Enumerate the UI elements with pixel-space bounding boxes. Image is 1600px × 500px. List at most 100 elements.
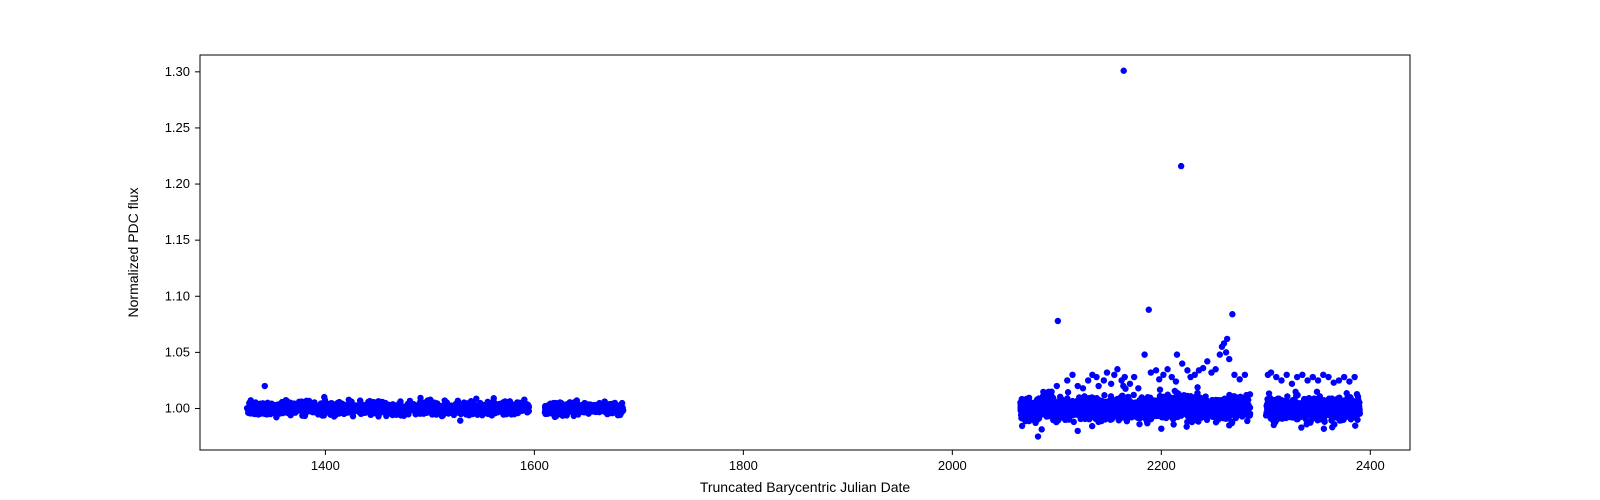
data-point [1098, 400, 1104, 406]
data-point [1048, 407, 1054, 413]
data-point [1100, 413, 1106, 419]
data-point [1055, 318, 1061, 324]
data-point [1038, 408, 1044, 414]
data-point [321, 404, 327, 410]
data-point [319, 412, 325, 418]
data-point [444, 402, 450, 408]
x-tick-label: 2000 [938, 458, 967, 473]
data-point [1212, 366, 1218, 372]
data-point [1136, 421, 1142, 427]
data-point [1120, 68, 1126, 74]
data-point [314, 408, 320, 414]
data-point [1334, 412, 1340, 418]
data-point [1036, 395, 1042, 401]
data-point [1184, 367, 1190, 373]
data-point [1298, 412, 1304, 418]
data-point [1346, 378, 1352, 384]
data-point [1183, 423, 1189, 429]
data-point [466, 404, 472, 410]
data-point [405, 403, 411, 409]
data-point [450, 403, 456, 409]
data-point [365, 400, 371, 406]
data-point [302, 413, 308, 419]
data-point [484, 408, 490, 414]
data-point [348, 401, 354, 407]
data-point [1307, 403, 1313, 409]
data-point [1153, 367, 1159, 373]
data-point [1284, 372, 1290, 378]
data-point [491, 403, 497, 409]
data-point [389, 412, 395, 418]
data-point [477, 400, 483, 406]
data-point [1287, 411, 1293, 417]
data-point [1144, 420, 1150, 426]
data-point [1101, 392, 1107, 398]
data-point [1170, 421, 1176, 427]
data-point [1080, 385, 1086, 391]
data-point [1043, 394, 1049, 400]
data-point [1297, 400, 1303, 406]
data-point [552, 405, 558, 411]
data-point [1134, 403, 1140, 409]
data-point [269, 407, 275, 413]
data-point [1337, 417, 1343, 423]
data-point [1199, 409, 1205, 415]
y-tick-label: 1.20 [165, 176, 190, 191]
data-point [1352, 422, 1358, 428]
data-point [1157, 387, 1163, 393]
data-point [1120, 411, 1126, 417]
data-point [1152, 404, 1158, 410]
data-point [1341, 374, 1347, 380]
data-point [1131, 374, 1137, 380]
data-point [542, 408, 548, 414]
data-point [1226, 356, 1232, 362]
data-point [412, 404, 418, 410]
data-point [1101, 377, 1107, 383]
data-point [1172, 404, 1178, 410]
data-point [1216, 397, 1222, 403]
x-tick-label: 1600 [520, 458, 549, 473]
data-point [1242, 372, 1248, 378]
data-point [1321, 426, 1327, 432]
data-point [249, 404, 255, 410]
data-point [1235, 394, 1241, 400]
data-point [1194, 418, 1200, 424]
data-point [1141, 351, 1147, 357]
data-point [1059, 402, 1065, 408]
data-point [1040, 389, 1046, 395]
x-tick-label: 1800 [729, 458, 758, 473]
y-tick-label: 1.25 [165, 120, 190, 135]
data-point [1331, 421, 1337, 427]
data-point [566, 404, 572, 410]
data-point [612, 406, 618, 412]
data-point [1264, 396, 1270, 402]
data-point [513, 406, 519, 412]
data-point [1189, 413, 1195, 419]
data-point [514, 400, 520, 406]
chart-svg: 1400160018002000220024001.001.051.101.15… [0, 0, 1600, 500]
data-point [1325, 374, 1331, 380]
data-point [1106, 413, 1112, 419]
data-point [1069, 372, 1075, 378]
data-point [250, 410, 256, 416]
data-point [1085, 377, 1091, 383]
data-point [1049, 395, 1055, 401]
data-point [1223, 349, 1229, 355]
data-point [1192, 406, 1198, 412]
data-point [439, 403, 445, 409]
data-point [1160, 372, 1166, 378]
data-point [1136, 410, 1142, 416]
data-point [401, 413, 407, 419]
data-point [1028, 400, 1034, 406]
data-point [1082, 408, 1088, 414]
data-point [1130, 412, 1136, 418]
data-point [1272, 419, 1278, 425]
data-point [521, 404, 527, 410]
data-point [1263, 412, 1269, 418]
data-point [1034, 416, 1040, 422]
data-point [1237, 406, 1243, 412]
data-point [1093, 374, 1099, 380]
data-point [1293, 393, 1299, 399]
data-point [1284, 400, 1290, 406]
data-point [1144, 403, 1150, 409]
